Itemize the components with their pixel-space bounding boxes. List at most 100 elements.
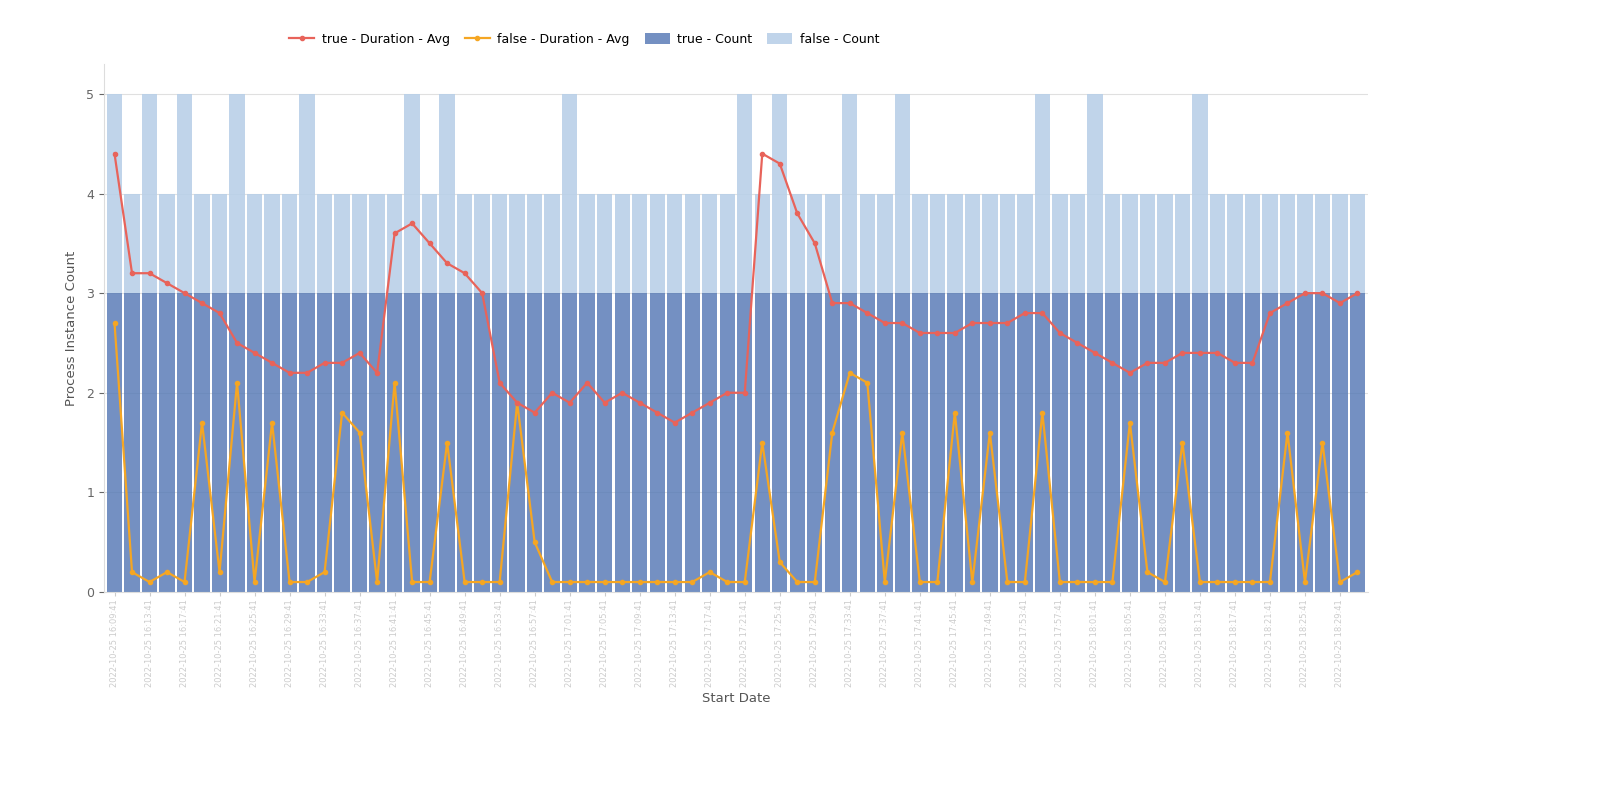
Bar (773, 293, 787, 592)
true - Duration - Avg (280, 368, 299, 378)
Bar (1035, 94, 1050, 293)
true - Duration - Avg (1347, 288, 1366, 298)
Bar (1174, 293, 1190, 592)
Bar (160, 194, 174, 293)
Bar (475, 194, 490, 293)
Bar (422, 293, 437, 592)
false - Duration - Avg (963, 578, 982, 587)
false - Duration - Avg (298, 578, 317, 587)
Bar (1210, 194, 1226, 293)
Bar (1227, 293, 1243, 592)
Bar (702, 293, 717, 592)
Bar (824, 293, 840, 592)
false - Duration - Avg (421, 578, 440, 587)
Bar (806, 293, 822, 592)
true - Duration - Avg (666, 418, 685, 427)
false - Duration - Avg (822, 428, 842, 438)
Bar (1315, 194, 1330, 293)
false - Duration - Avg (542, 578, 562, 587)
false - Duration - Avg (106, 318, 125, 328)
Bar (458, 194, 472, 293)
Bar (458, 293, 472, 592)
Bar (509, 293, 525, 592)
Bar (1104, 194, 1120, 293)
Bar (1245, 293, 1261, 592)
Bar (178, 94, 192, 293)
Bar (614, 293, 630, 592)
Bar (194, 194, 210, 293)
false - Duration - Avg (139, 578, 158, 587)
Bar (1333, 194, 1347, 293)
Bar (282, 194, 298, 293)
Bar (405, 293, 419, 592)
Bar (562, 293, 578, 592)
Bar (317, 194, 333, 293)
Bar (1000, 293, 1014, 592)
Bar (842, 94, 858, 293)
Bar (1333, 293, 1347, 592)
Bar (440, 94, 454, 293)
Bar (894, 293, 910, 592)
Bar (1139, 194, 1155, 293)
Bar (1139, 293, 1155, 592)
Bar (755, 194, 770, 293)
Bar (738, 293, 752, 592)
false - Duration - Avg (1347, 567, 1366, 577)
Bar (650, 194, 666, 293)
Bar (1018, 293, 1032, 592)
Bar (859, 194, 875, 293)
Bar (475, 293, 490, 592)
Bar (264, 293, 280, 592)
Bar (1262, 293, 1278, 592)
Bar (859, 293, 875, 592)
Bar (107, 94, 122, 293)
Bar (194, 293, 210, 592)
Bar (1070, 293, 1085, 592)
Bar (685, 194, 699, 293)
Bar (440, 293, 454, 592)
Bar (142, 94, 157, 293)
Bar (877, 293, 893, 592)
true - Duration - Avg (403, 218, 422, 228)
X-axis label: Start Date: Start Date (702, 693, 770, 706)
Bar (789, 194, 805, 293)
Bar (1157, 293, 1173, 592)
Bar (229, 94, 245, 293)
Bar (632, 194, 648, 293)
Line: true - Duration - Avg: true - Duration - Avg (112, 151, 1360, 425)
Bar (370, 293, 386, 592)
Bar (282, 293, 298, 592)
Bar (685, 293, 699, 592)
Bar (773, 94, 787, 293)
Bar (1104, 293, 1120, 592)
Bar (1035, 293, 1050, 592)
Bar (352, 293, 368, 592)
Bar (1280, 194, 1294, 293)
Bar (1070, 194, 1085, 293)
Bar (1262, 194, 1278, 293)
Bar (982, 293, 997, 592)
Bar (1298, 194, 1312, 293)
Bar (720, 293, 734, 592)
Bar (1192, 94, 1208, 293)
Bar (965, 293, 981, 592)
Bar (387, 194, 402, 293)
Bar (160, 293, 174, 592)
Bar (229, 293, 245, 592)
true - Duration - Avg (822, 298, 842, 308)
Bar (650, 293, 666, 592)
Bar (720, 194, 734, 293)
Bar (982, 194, 997, 293)
Bar (947, 194, 963, 293)
Bar (422, 194, 437, 293)
Bar (491, 293, 507, 592)
Bar (352, 194, 368, 293)
Bar (597, 194, 613, 293)
Bar (738, 94, 752, 293)
Bar (965, 194, 981, 293)
Bar (614, 194, 630, 293)
Bar (544, 194, 560, 293)
Bar (299, 293, 315, 592)
Bar (334, 293, 350, 592)
Bar (806, 194, 822, 293)
